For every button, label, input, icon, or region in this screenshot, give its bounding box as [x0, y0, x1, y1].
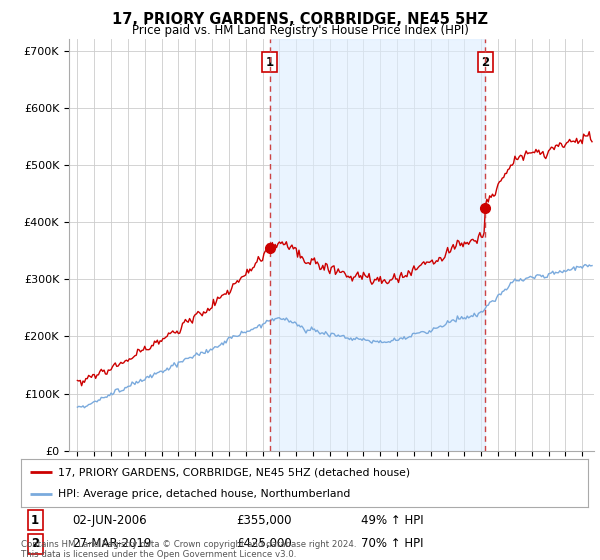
- Bar: [269, 39, 485, 451]
- Text: 17, PRIORY GARDENS, CORBRIDGE, NE45 5HZ: 17, PRIORY GARDENS, CORBRIDGE, NE45 5HZ: [112, 12, 488, 27]
- Text: Price paid vs. HM Land Registry's House Price Index (HPI): Price paid vs. HM Land Registry's House …: [131, 24, 469, 36]
- Text: HPI: Average price, detached house, Northumberland: HPI: Average price, detached house, Nort…: [58, 489, 350, 499]
- Text: Contains HM Land Registry data © Crown copyright and database right 2024.
This d: Contains HM Land Registry data © Crown c…: [21, 540, 356, 559]
- Text: £355,000: £355,000: [236, 514, 292, 526]
- Text: 2: 2: [31, 537, 39, 550]
- Text: 1: 1: [266, 55, 274, 68]
- Text: 2: 2: [481, 55, 489, 68]
- Text: 70% ↑ HPI: 70% ↑ HPI: [361, 537, 424, 550]
- Text: 02-JUN-2006: 02-JUN-2006: [72, 514, 146, 526]
- Text: 27-MAR-2019: 27-MAR-2019: [72, 537, 151, 550]
- Text: 17, PRIORY GARDENS, CORBRIDGE, NE45 5HZ (detached house): 17, PRIORY GARDENS, CORBRIDGE, NE45 5HZ …: [58, 467, 410, 477]
- Text: £425,000: £425,000: [236, 537, 292, 550]
- Text: 1: 1: [31, 514, 39, 526]
- Text: 49% ↑ HPI: 49% ↑ HPI: [361, 514, 424, 526]
